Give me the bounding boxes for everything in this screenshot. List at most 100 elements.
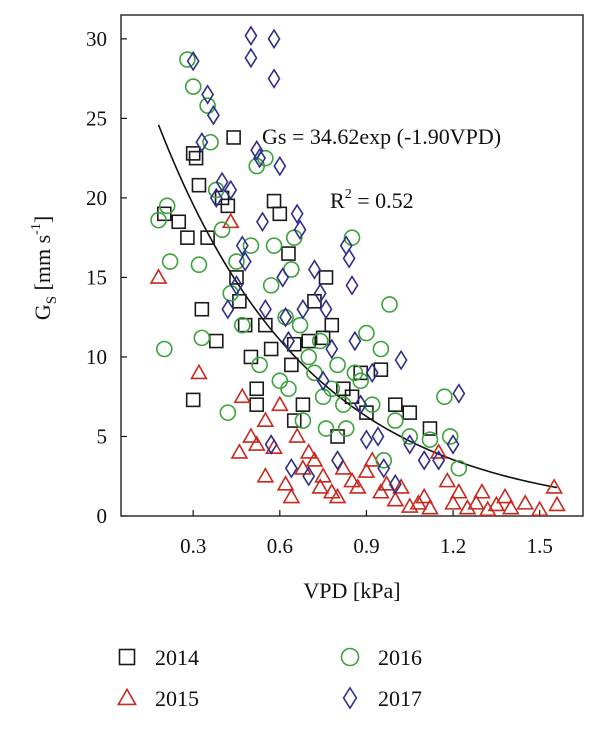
data-point-2016 (161, 253, 179, 270)
data-point-2015 (458, 498, 477, 515)
data-point-2016 (199, 97, 216, 114)
data-point-2015 (415, 487, 434, 504)
data-point-2014 (286, 413, 302, 428)
data-point-2016 (262, 277, 280, 294)
data-point-2015 (322, 483, 341, 499)
data-point-2014 (157, 206, 172, 222)
data-point-2017 (313, 283, 327, 304)
data-point-2016 (190, 256, 208, 274)
data-point-2015 (478, 500, 497, 517)
data-point-2015 (190, 363, 208, 380)
series-2014 (157, 130, 438, 444)
data-point-2017 (250, 139, 264, 161)
data-point-2014 (194, 301, 210, 317)
data-point-2017 (365, 362, 379, 384)
legend-marker-2016 (340, 647, 360, 667)
legend-label-2015: 2015 (155, 686, 199, 711)
data-point-2014 (226, 130, 241, 145)
data-point-2015 (282, 487, 301, 504)
legend-label-2016: 2016 (378, 645, 422, 670)
data-point-2015 (386, 491, 405, 507)
data-point-2017 (331, 450, 345, 471)
data-point-2014 (249, 397, 265, 412)
data-point-2014 (220, 198, 236, 214)
axis-ticks: 0.3 0.6 0.9 1.2 1.5 0 5 10 15 20 25 30 (86, 27, 553, 558)
data-points (149, 25, 566, 517)
legend-marker-2017 (342, 686, 358, 710)
data-point-2016 (311, 332, 329, 350)
y-tick-label: 20 (86, 186, 107, 210)
data-point-2014 (272, 206, 288, 222)
plot-frame (120, 14, 584, 517)
data-point-2014 (171, 214, 187, 230)
data-point-2017 (371, 426, 385, 447)
data-point-2014 (258, 317, 273, 333)
data-point-2014 (263, 341, 279, 357)
data-point-2015 (372, 483, 390, 499)
data-point-2017 (267, 68, 281, 89)
data-point-2014 (266, 193, 282, 209)
data-point-2017 (417, 450, 431, 471)
data-point-2016 (158, 197, 176, 215)
data-point-2014 (402, 405, 418, 420)
data-point-2015 (233, 387, 252, 404)
data-point-2017 (267, 28, 281, 50)
data-point-2017 (293, 219, 307, 240)
data-point-2016 (202, 133, 219, 151)
data-point-2017 (319, 298, 333, 320)
data-point-2014 (284, 357, 299, 373)
data-point-2014 (200, 230, 215, 245)
data-point-2015 (288, 427, 306, 443)
data-point-2015 (357, 462, 376, 478)
data-point-2015 (230, 443, 249, 459)
data-point-2017 (244, 47, 258, 69)
data-point-2017 (224, 179, 238, 201)
data-point-2017 (316, 370, 330, 392)
data-point-2017 (235, 235, 249, 256)
data-point-2014 (229, 270, 244, 285)
series-2017 (186, 25, 466, 495)
data-point-2017 (446, 434, 460, 455)
data-point-2015 (501, 498, 520, 515)
data-point-2017 (325, 338, 339, 360)
data-point-2015 (473, 483, 491, 499)
data-point-2016 (436, 388, 453, 406)
data-point-2014 (315, 330, 331, 346)
legend-marker-2014 (118, 648, 136, 666)
x-tick-label: 1.5 (527, 534, 553, 558)
data-point-2014 (281, 246, 296, 261)
data-point-2017 (195, 131, 209, 153)
data-point-2016 (271, 372, 289, 390)
data-point-2017 (359, 429, 373, 450)
data-point-2015 (311, 478, 330, 494)
data-point-2017 (206, 104, 220, 126)
data-point-2014 (286, 336, 302, 352)
data-point-2016 (300, 348, 317, 366)
data-point-2017 (403, 434, 417, 455)
data-point-2015 (392, 478, 410, 494)
data-point-2017 (279, 306, 293, 328)
x-axis-title: VPD [kPa] (303, 578, 400, 603)
data-point-2017 (290, 203, 304, 225)
data-point-2017 (276, 267, 290, 288)
data-point-2017 (238, 251, 252, 272)
data-point-2017 (432, 450, 446, 471)
data-point-2015 (149, 268, 168, 284)
data-point-2015 (265, 438, 283, 455)
data-point-2014 (318, 270, 334, 285)
data-point-2017 (209, 187, 223, 209)
data-point-2016 (251, 356, 268, 374)
data-point-2017 (273, 155, 287, 177)
data-point-2017 (394, 349, 408, 371)
data-point-2016 (184, 78, 202, 95)
x-tick-label: 1.2 (440, 534, 466, 558)
data-point-2015 (314, 467, 332, 483)
legend-label-2014: 2014 (155, 645, 199, 670)
y-tick-label: 0 (97, 504, 108, 528)
data-point-2014 (185, 146, 201, 161)
series-2015 (149, 212, 566, 517)
data-point-2016 (193, 329, 211, 347)
data-point-2014 (185, 392, 201, 408)
y-tick-label: 30 (86, 27, 107, 51)
data-point-2017 (186, 50, 200, 72)
